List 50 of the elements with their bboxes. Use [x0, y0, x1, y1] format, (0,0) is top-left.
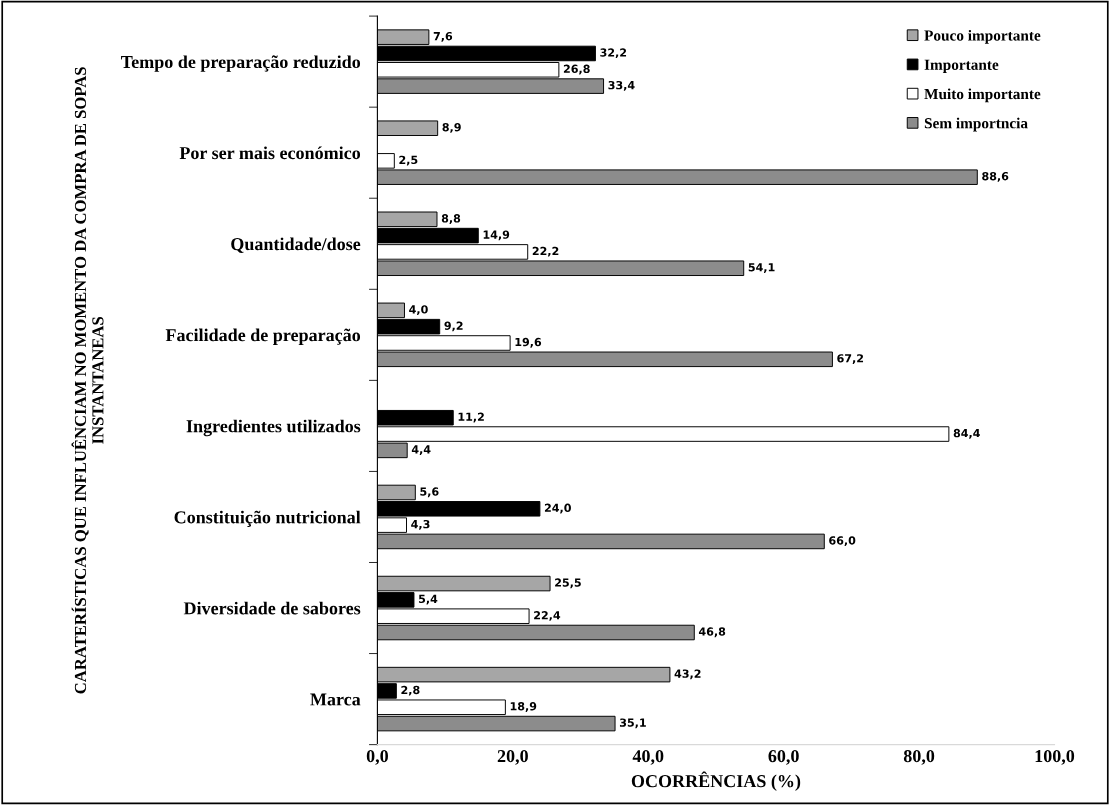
data-label: 19,6	[515, 337, 542, 348]
data-label: 5,6	[420, 487, 439, 498]
data-label: 35,1	[619, 718, 646, 729]
y-tick-label: Diversidade de sabores	[183, 601, 361, 615]
data-label: 5,4	[418, 594, 438, 605]
y-tick-label: Por ser mais económico	[179, 146, 361, 160]
x-axis-title: OCORRÊNCIAS (%)	[631, 771, 801, 791]
data-label: 14,9	[483, 230, 510, 241]
data-label: 46,8	[698, 627, 726, 638]
data-label: 4,0	[409, 305, 428, 315]
x-tick-label: 100,0	[1035, 750, 1075, 765]
data-label: 26,8	[563, 64, 590, 75]
legend-label: Pouco importante	[924, 29, 1041, 44]
data-label: 32,2	[600, 48, 627, 59]
legend-label: Sem importncia	[924, 117, 1028, 132]
x-tick-label: 40,0	[632, 750, 664, 765]
x-tick-label: 20,0	[497, 750, 528, 765]
x-tick-label: 0,0	[366, 750, 388, 765]
data-label: 25,5	[555, 578, 581, 589]
data-label: 8,9	[442, 123, 461, 133]
legend-label: Importante	[924, 59, 999, 74]
data-label: 67,2	[837, 354, 864, 364]
data-label: 4,4	[411, 445, 431, 456]
legend-label: Muito importante	[924, 88, 1041, 103]
x-tick-label: 60,0	[768, 750, 799, 765]
data-label: 7,6	[433, 31, 453, 42]
data-label: 4,3	[411, 519, 430, 530]
data-label: 22,4	[534, 611, 561, 621]
y-axis-title: CARATERÍSTICAS QUE INFLUÊNCIAM NO MOMENTO DA COMPRA DE SOPAS INSTANTANEAS	[71, 67, 104, 694]
data-label: 2,5	[399, 155, 418, 166]
data-label: 66,0	[829, 536, 856, 547]
data-label: 54,1	[748, 263, 775, 273]
data-label: 18,9	[510, 702, 537, 712]
data-label: 2,8	[401, 685, 420, 696]
data-label: 8,8	[441, 214, 461, 224]
data-label: 9,2	[444, 321, 463, 332]
data-label: 43,2	[674, 669, 701, 680]
y-tick-label: Quantidade/dose	[231, 237, 361, 253]
y-tick-label: Ingredientes utilizados	[186, 419, 361, 437]
data-label: 88,6	[982, 172, 1009, 182]
y-tick-label: Constituição nutricional	[174, 510, 361, 527]
data-label: 33,4	[608, 80, 635, 91]
data-label: 11,2	[458, 412, 484, 423]
x-tick-label: 80,0	[903, 750, 935, 765]
y-tick-label: Marca	[310, 693, 361, 706]
data-label: 84,4	[953, 428, 980, 439]
y-tick-label: Facilidade de preparação	[165, 328, 361, 345]
data-label: 22,2	[532, 246, 559, 257]
data-label: 24,0	[544, 503, 571, 514]
y-tick-label: Tempo de preparação reduzido	[121, 55, 361, 72]
